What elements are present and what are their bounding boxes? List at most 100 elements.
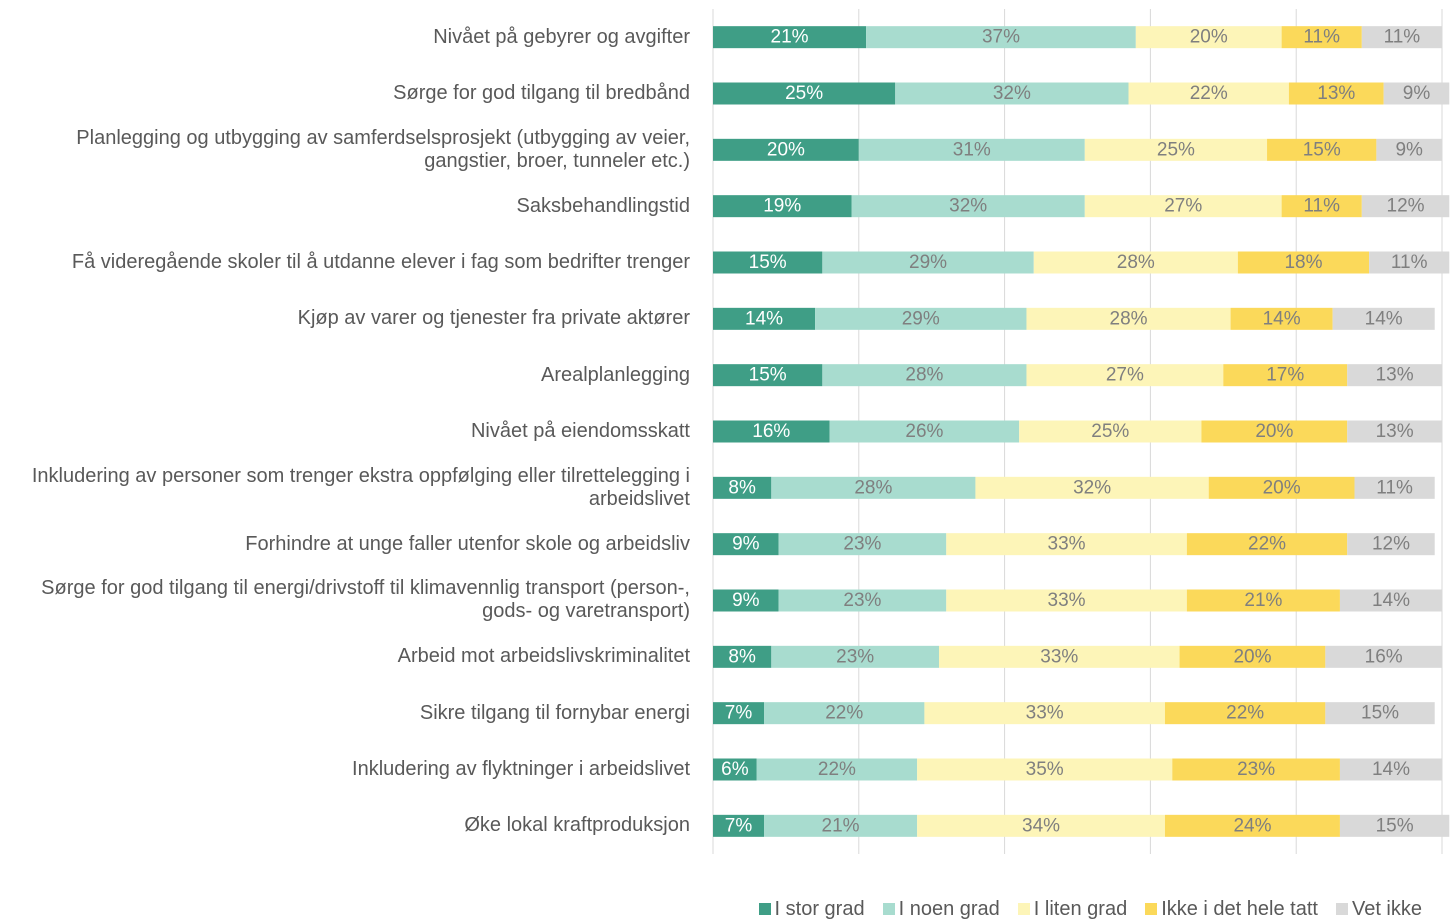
bar-segment	[1172, 758, 1340, 781]
bar-segment	[946, 533, 1187, 556]
bar-segment	[771, 645, 939, 668]
bar-segment	[851, 195, 1085, 218]
data-label: 23%	[836, 646, 874, 667]
legend-label: I liten grad	[1033, 897, 1128, 920]
bar-segment	[917, 814, 1165, 837]
data-label: 20%	[1233, 646, 1271, 667]
data-label: 23%	[843, 590, 881, 611]
legend-item: I noen grad	[882, 898, 1000, 921]
legend-swatch	[882, 903, 895, 915]
category-label: Inkludering av personer som trenger ekst…	[31, 464, 690, 510]
bar-segment	[713, 702, 765, 725]
data-label: 14%	[745, 308, 783, 329]
category-label: Nivået på gebyrer og avgifter	[433, 25, 690, 48]
bar-segment	[1267, 138, 1377, 161]
data-label: 13%	[1376, 421, 1414, 442]
bar-segment	[829, 420, 1020, 443]
bar-segment	[764, 702, 925, 725]
bar-segment	[1186, 589, 1340, 612]
data-label: 25%	[1157, 139, 1195, 160]
bar-segment	[1325, 645, 1442, 668]
bar-segment	[1084, 195, 1282, 218]
data-label: 14%	[1372, 590, 1410, 611]
data-label: 20%	[1263, 477, 1301, 498]
bar-segment	[713, 645, 772, 668]
data-label: 9%	[732, 590, 760, 611]
data-label: 15%	[1303, 139, 1341, 160]
bar-segment	[778, 589, 947, 612]
bar-segment	[713, 814, 765, 837]
legend-item: Vet ikke	[1335, 897, 1422, 921]
bar-segment	[713, 138, 859, 161]
data-label: 22%	[825, 703, 863, 724]
data-label: 22%	[1226, 703, 1264, 724]
category-label: Nivået på eiendomsskatt	[470, 419, 690, 442]
data-label: 13%	[1317, 83, 1355, 104]
bar-segment	[756, 758, 918, 781]
data-label: 11%	[1376, 477, 1413, 498]
bar-segment	[1026, 307, 1231, 330]
data-label: 9%	[732, 534, 760, 555]
bar-segment	[1084, 138, 1268, 161]
legend-swatch	[1017, 903, 1030, 915]
data-label: 33%	[1040, 646, 1078, 667]
data-label: 15%	[749, 252, 787, 273]
category-label: Sikre tilgang til fornybar energi	[419, 701, 690, 724]
data-label: 21%	[1244, 590, 1282, 611]
data-label: 28%	[905, 365, 943, 386]
data-label: 33%	[1026, 703, 1064, 724]
bar-segment	[771, 476, 976, 499]
data-label: 8%	[728, 646, 756, 667]
data-label: 20%	[767, 139, 805, 160]
data-label: 28%	[854, 477, 892, 498]
bar-segment	[1339, 589, 1442, 612]
bar-segment	[713, 82, 896, 105]
data-label: 31%	[953, 139, 991, 160]
data-label: 11%	[1303, 196, 1340, 217]
legend-label: Vet ikke	[1351, 897, 1422, 920]
data-label: 33%	[1048, 590, 1086, 611]
bar-segment	[778, 533, 947, 556]
bar-segment	[713, 251, 823, 274]
legend-swatch	[1145, 903, 1158, 915]
data-label: 33%	[1048, 534, 1086, 555]
data-label: 24%	[1233, 815, 1271, 836]
data-label: 12%	[1387, 196, 1425, 217]
data-label: 21%	[771, 27, 809, 48]
bar-segment	[1325, 702, 1435, 725]
data-label: 18%	[1284, 252, 1322, 273]
data-label: 37%	[982, 27, 1020, 48]
data-label: 7%	[725, 815, 753, 836]
bar-segment	[1128, 82, 1289, 105]
category-label: Få videregående skoler til å utdanne ele…	[71, 250, 690, 273]
legend-item: I liten grad	[1017, 897, 1128, 921]
legend-item: I stor grad	[758, 898, 865, 921]
data-label: 15%	[1361, 703, 1399, 724]
bar-segment	[1288, 82, 1384, 105]
data-label: 29%	[909, 252, 947, 273]
legend-swatch	[1335, 903, 1348, 915]
data-label: 12%	[1372, 534, 1410, 555]
bar-segment	[1354, 476, 1435, 499]
bar-segment	[1281, 195, 1362, 218]
data-label: 11%	[1384, 27, 1421, 48]
bar-segment	[1164, 702, 1326, 725]
bar-segment	[713, 758, 757, 781]
data-label: 16%	[752, 421, 790, 442]
data-label: 9%	[1403, 83, 1431, 104]
bar-segment	[1026, 364, 1224, 387]
legend-item: Ikke i det hele tatt	[1145, 898, 1318, 921]
bar-segment	[764, 814, 918, 837]
bar-segment	[713, 589, 779, 612]
data-label: 28%	[1110, 308, 1148, 329]
bar-segment	[713, 195, 852, 218]
bar-segment	[1339, 758, 1442, 781]
bar-segment	[1281, 26, 1362, 49]
data-label: 11%	[1303, 27, 1340, 48]
category-label: Planlegging og utbygging av samferdselsp…	[76, 126, 690, 172]
data-label: 32%	[949, 196, 987, 217]
bar-segment	[924, 702, 1165, 725]
data-label: 16%	[1365, 646, 1403, 667]
